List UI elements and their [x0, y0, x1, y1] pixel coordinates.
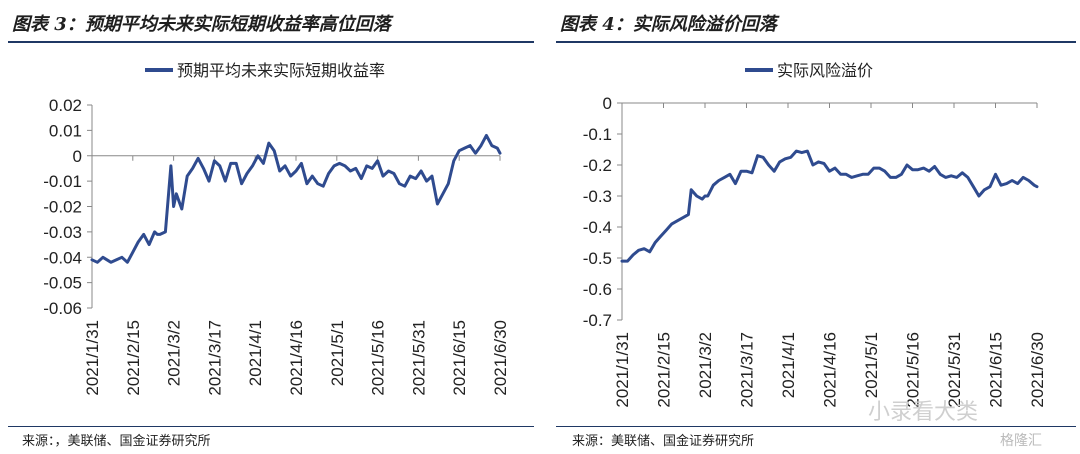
y-tick-label: -0.5: [583, 249, 612, 268]
chart-4-title: 图表 4：实际风险溢价回落: [560, 14, 777, 35]
y-tick-label: -0.6: [583, 280, 612, 299]
chart-3-title-rule: [8, 41, 534, 43]
x-tick-label: 2021/4/1: [246, 320, 265, 386]
y-tick-label: -0.06: [43, 299, 82, 318]
x-tick-label: 2021/1/31: [613, 332, 632, 408]
x-tick-label: 2021/4/16: [287, 320, 306, 396]
y-tick-label: -0.03: [43, 223, 82, 242]
x-tick-label: 2021/5/31: [409, 320, 428, 396]
glh-logo: 格隆汇: [1000, 433, 1042, 449]
y-tick-label: -0.04: [43, 248, 82, 267]
x-tick-label: 2021/3/2: [696, 332, 715, 398]
chart-4-source-rule: [556, 426, 1076, 427]
series-line: [620, 149, 1039, 263]
x-tick-label: 2021/5/1: [862, 332, 881, 398]
chart-3: 0.020.010-0.01-0.02-0.03-0.04-0.05-0.062…: [43, 61, 510, 396]
x-tick-label: 2021/3/17: [738, 332, 757, 408]
x-tick-label: 2021/6/15: [450, 320, 469, 396]
y-tick-label: 0.01: [49, 121, 82, 140]
x-tick-label: 2021/4/1: [779, 332, 798, 398]
y-tick-label: 0: [73, 147, 82, 166]
chart-3-source: 来源：，美联储、国金证券研究所: [22, 434, 211, 449]
x-tick-label: 2021/2/15: [655, 332, 674, 408]
x-tick-label: 2021/5/31: [945, 332, 964, 408]
chart-4-source: 来源：美联储、国金证券研究所: [572, 434, 755, 449]
chart-4-title-rule: [556, 41, 1076, 43]
x-tick-label: 2021/4/16: [821, 332, 840, 408]
x-tick-label: 2021/3/17: [205, 320, 224, 396]
x-tick-label: 2021/1/31: [83, 320, 102, 396]
x-tick-label: 2021/6/15: [987, 332, 1006, 408]
legend-label: 预期平均未来实际短期收益率: [177, 61, 385, 80]
y-tick-label: -0.1: [583, 125, 612, 144]
x-tick-label: 2021/2/15: [124, 320, 143, 396]
x-tick-label: 2021/3/2: [165, 320, 184, 386]
series-line: [90, 133, 502, 264]
y-tick-label: -0.3: [583, 187, 612, 206]
chart-3-title: 图表 3：预期平均未来实际短期收益率高位回落: [12, 14, 391, 35]
y-tick-label: -0.2: [583, 156, 612, 175]
watermark-text: 小录看大类: [868, 400, 979, 425]
y-tick-label: -0.01: [43, 172, 82, 191]
y-tick-label: -0.05: [43, 274, 82, 293]
x-tick-label: 2021/5/16: [904, 332, 923, 408]
x-tick-label: 2021/6/30: [491, 320, 510, 396]
x-tick-label: 2021/5/16: [369, 320, 388, 396]
y-tick-label: -0.02: [43, 198, 82, 217]
y-tick-label: -0.4: [583, 218, 612, 237]
x-tick-label: 2021/5/1: [328, 320, 347, 386]
y-tick-label: -0.7: [583, 311, 612, 330]
legend-label: 实际风险溢价: [777, 61, 873, 80]
chart-3-source-rule: [8, 426, 534, 427]
y-tick-label: 0: [603, 94, 612, 113]
x-tick-label: 2021/6/30: [1028, 332, 1047, 408]
y-tick-label: 0.02: [49, 96, 82, 115]
